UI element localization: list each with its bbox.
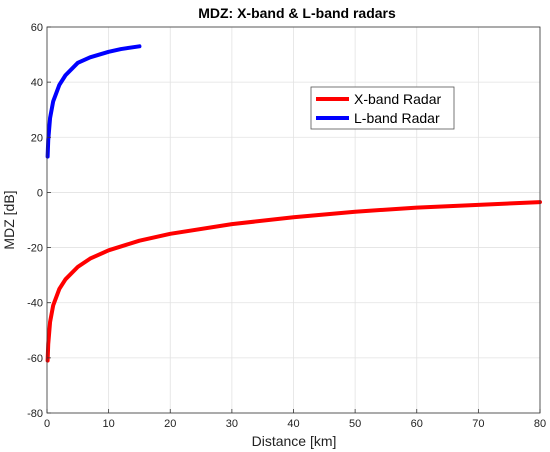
series-line-l-band [45, 44, 142, 159]
x-axis: 0 10 20 30 40 50 60 70 80 [44, 409, 546, 430]
x-tick-label: 0 [44, 418, 50, 430]
series-group [45, 44, 542, 363]
legend-box [310, 86, 455, 130]
y-axis: -80 -60 -40 -20 0 20 40 60 [27, 22, 51, 420]
y-axis-label: MDZ [dB] [1, 190, 17, 249]
y-tick-label: 0 [37, 187, 43, 199]
y-tick-label: -80 [27, 408, 43, 420]
x-tick-label: 70 [472, 418, 484, 430]
grid [46, 26, 541, 414]
legend-label-x-band: X-band Radar [354, 91, 442, 107]
y-tick-label: -40 [27, 298, 43, 310]
x-tick-label: 80 [534, 418, 546, 430]
y-tick-label: 40 [31, 77, 43, 89]
x-tick-label: 50 [349, 418, 361, 430]
chart-title: MDZ: X-band & L-band radars [198, 5, 396, 21]
y-tick-label: -20 [27, 243, 43, 255]
x-tick-label: 10 [103, 418, 115, 430]
legend: X-band Radar L-band Radar [310, 86, 455, 130]
x-tick-label: 40 [287, 418, 299, 430]
y-tick-label: 20 [31, 132, 43, 144]
y-tick-label: 60 [31, 22, 43, 34]
x-tick-label: 60 [411, 418, 423, 430]
x-tick-label: 20 [164, 418, 176, 430]
legend-label-l-band: L-band Radar [354, 110, 440, 126]
x-tick-label: 30 [226, 418, 238, 430]
series-line-x-band [45, 200, 542, 363]
y-tick-label: -60 [27, 353, 43, 365]
x-axis-label: Distance [km] [252, 433, 337, 449]
